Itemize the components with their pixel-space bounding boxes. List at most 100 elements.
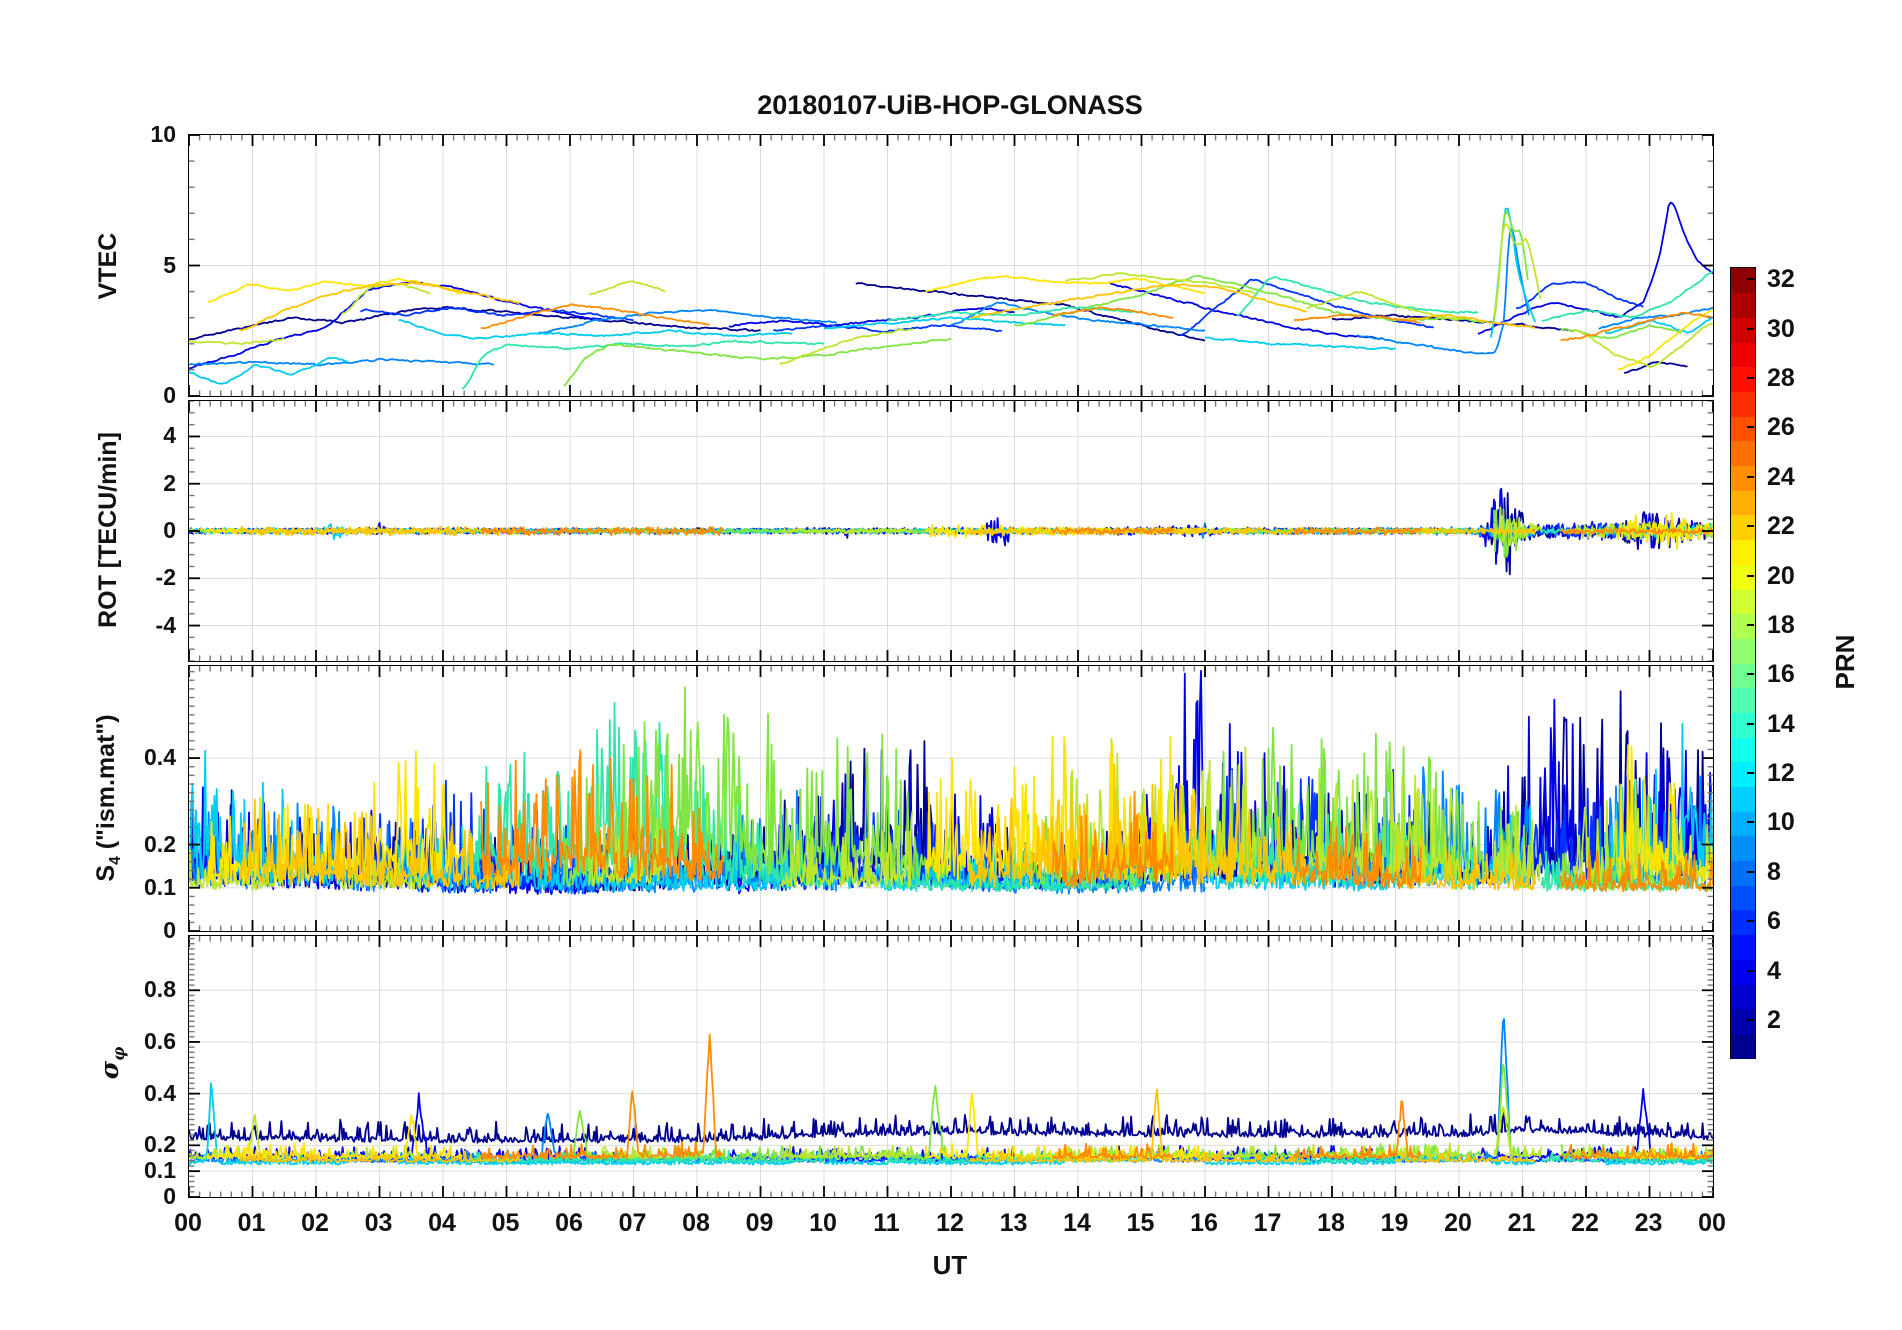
x-tick-label: 10 xyxy=(809,1209,837,1237)
colorbar-tick-mark xyxy=(1747,475,1754,478)
colorbar-segment xyxy=(1731,909,1755,936)
x-tick-label: 20 xyxy=(1444,1209,1472,1237)
x-tick-label: 16 xyxy=(1190,1209,1218,1237)
colorbar-tick-label: 6 xyxy=(1767,907,1781,936)
colorbar-tick-label: 4 xyxy=(1767,956,1781,985)
colorbar-tick-mark xyxy=(1747,772,1754,775)
colorbar-tick-mark xyxy=(1747,327,1754,330)
panel-canvas-s4 xyxy=(189,666,1713,931)
colorbar-tick-mark xyxy=(1747,574,1754,577)
colorbar-segment xyxy=(1731,663,1755,689)
colorbar-segment xyxy=(1731,786,1755,812)
x-tick-label: 03 xyxy=(364,1209,393,1237)
colorbar-tick-label: 22 xyxy=(1767,512,1795,541)
x-tick-label: 17 xyxy=(1253,1209,1282,1237)
colorbar-segment xyxy=(1731,687,1755,713)
colorbar-tick-mark xyxy=(1747,969,1754,972)
colorbar-tick-mark xyxy=(1747,870,1754,873)
colorbar-tick-mark xyxy=(1747,623,1754,626)
y-tick-label-sigphi: 0 xyxy=(163,1183,176,1209)
colorbar-segment xyxy=(1731,490,1755,516)
x-tick-label: 22 xyxy=(1571,1209,1599,1237)
colorbar-tick-label: 10 xyxy=(1767,808,1795,837)
x-tick-label: 00 xyxy=(174,1209,202,1237)
y-tick-label-s4: 0.4 xyxy=(144,744,176,771)
colorbar-segment xyxy=(1731,564,1755,590)
plot-panel-vtec xyxy=(188,134,1714,397)
colorbar xyxy=(1730,267,1756,1059)
x-tick-label: 23 xyxy=(1634,1209,1663,1237)
x-tick-label: 01 xyxy=(237,1209,266,1237)
colorbar-tick-label: 18 xyxy=(1767,610,1795,639)
colorbar-tick-label: 8 xyxy=(1767,857,1781,886)
colorbar-tick-label: 24 xyxy=(1767,462,1795,491)
colorbar-tick-mark xyxy=(1747,377,1754,380)
x-tick-label: 12 xyxy=(936,1209,964,1237)
colorbar-segment xyxy=(1731,588,1755,615)
colorbar-segment xyxy=(1731,860,1755,886)
x-tick-label: 07 xyxy=(618,1209,647,1237)
colorbar-tick-mark xyxy=(1747,821,1754,824)
colorbar-tick-label: 30 xyxy=(1767,314,1795,343)
colorbar-tick-label: 14 xyxy=(1767,709,1795,738)
y-tick-label-rot: 4 xyxy=(163,422,176,449)
x-tick-label: 04 xyxy=(428,1209,456,1237)
x-tick-label: 06 xyxy=(555,1209,583,1237)
x-tick-label: 08 xyxy=(682,1209,710,1237)
colorbar-segment xyxy=(1731,761,1755,788)
x-tick-label: 14 xyxy=(1063,1209,1091,1237)
colorbar-segment xyxy=(1731,1008,1755,1034)
x-tick-label: 05 xyxy=(491,1209,520,1237)
plot-panel-s4 xyxy=(188,665,1714,932)
colorbar-segment xyxy=(1731,292,1755,318)
figure-title: 20180107-UiB-HOP-GLONASS xyxy=(757,90,1143,120)
colorbar-segment xyxy=(1731,317,1755,343)
colorbar-tick-mark xyxy=(1747,673,1754,676)
x-tick-label: 00 xyxy=(1698,1209,1726,1237)
panel-canvas-sigphi xyxy=(189,936,1713,1197)
colorbar-tick-mark xyxy=(1747,278,1754,281)
colorbar-segment xyxy=(1731,885,1755,911)
x-tick-label: 21 xyxy=(1507,1209,1536,1237)
colorbar-segment xyxy=(1731,440,1755,467)
x-tick-label: 19 xyxy=(1380,1209,1409,1237)
colorbar-tick-mark xyxy=(1747,525,1754,528)
colorbar-label: PRN xyxy=(1830,634,1860,690)
colorbar-segment xyxy=(1731,934,1755,960)
y-tick-label-rot: 0 xyxy=(163,517,176,543)
colorbar-segment xyxy=(1731,811,1755,837)
colorbar-segment xyxy=(1731,391,1755,417)
y-tick-label-rot: -2 xyxy=(155,564,176,591)
y-axis-label-sigma-phi: σφ xyxy=(95,1046,128,1080)
plot-panel-sigphi xyxy=(188,935,1714,1198)
y-tick-label-rot: 2 xyxy=(163,469,176,496)
x-tick-label: 13 xyxy=(999,1209,1028,1237)
colorbar-tick-label: 2 xyxy=(1767,1005,1781,1034)
plot-panel-rot xyxy=(188,400,1714,662)
colorbar-segment xyxy=(1731,416,1755,442)
colorbar-segment xyxy=(1731,342,1755,368)
colorbar-segment xyxy=(1731,268,1755,294)
colorbar-segment xyxy=(1731,539,1755,565)
x-tick-label: 02 xyxy=(301,1209,329,1237)
y-tick-label-s4: 0 xyxy=(163,917,176,943)
y-tick-label-vtec: 5 xyxy=(163,251,176,278)
y-tick-label-sigphi: 0.2 xyxy=(144,1131,176,1158)
colorbar-tick-mark xyxy=(1747,722,1754,725)
colorbar-segment xyxy=(1731,983,1755,1010)
x-tick-label: 11 xyxy=(873,1209,900,1237)
colorbar-segment xyxy=(1731,638,1755,664)
x-tick-label: 15 xyxy=(1126,1209,1155,1237)
colorbar-tick-mark xyxy=(1747,1018,1754,1021)
y-tick-label-sigphi: 0.6 xyxy=(144,1027,176,1054)
y-tick-label-s4: 0.2 xyxy=(144,830,176,857)
x-tick-label: 09 xyxy=(745,1209,774,1237)
colorbar-segment xyxy=(1731,737,1755,763)
colorbar-tick-label: 16 xyxy=(1767,660,1795,689)
y-tick-label-vtec: 0 xyxy=(163,382,176,408)
colorbar-tick-label: 28 xyxy=(1767,364,1795,393)
y-tick-label-vtec: 10 xyxy=(150,121,176,147)
colorbar-segment xyxy=(1731,613,1755,639)
colorbar-segment xyxy=(1731,514,1755,541)
